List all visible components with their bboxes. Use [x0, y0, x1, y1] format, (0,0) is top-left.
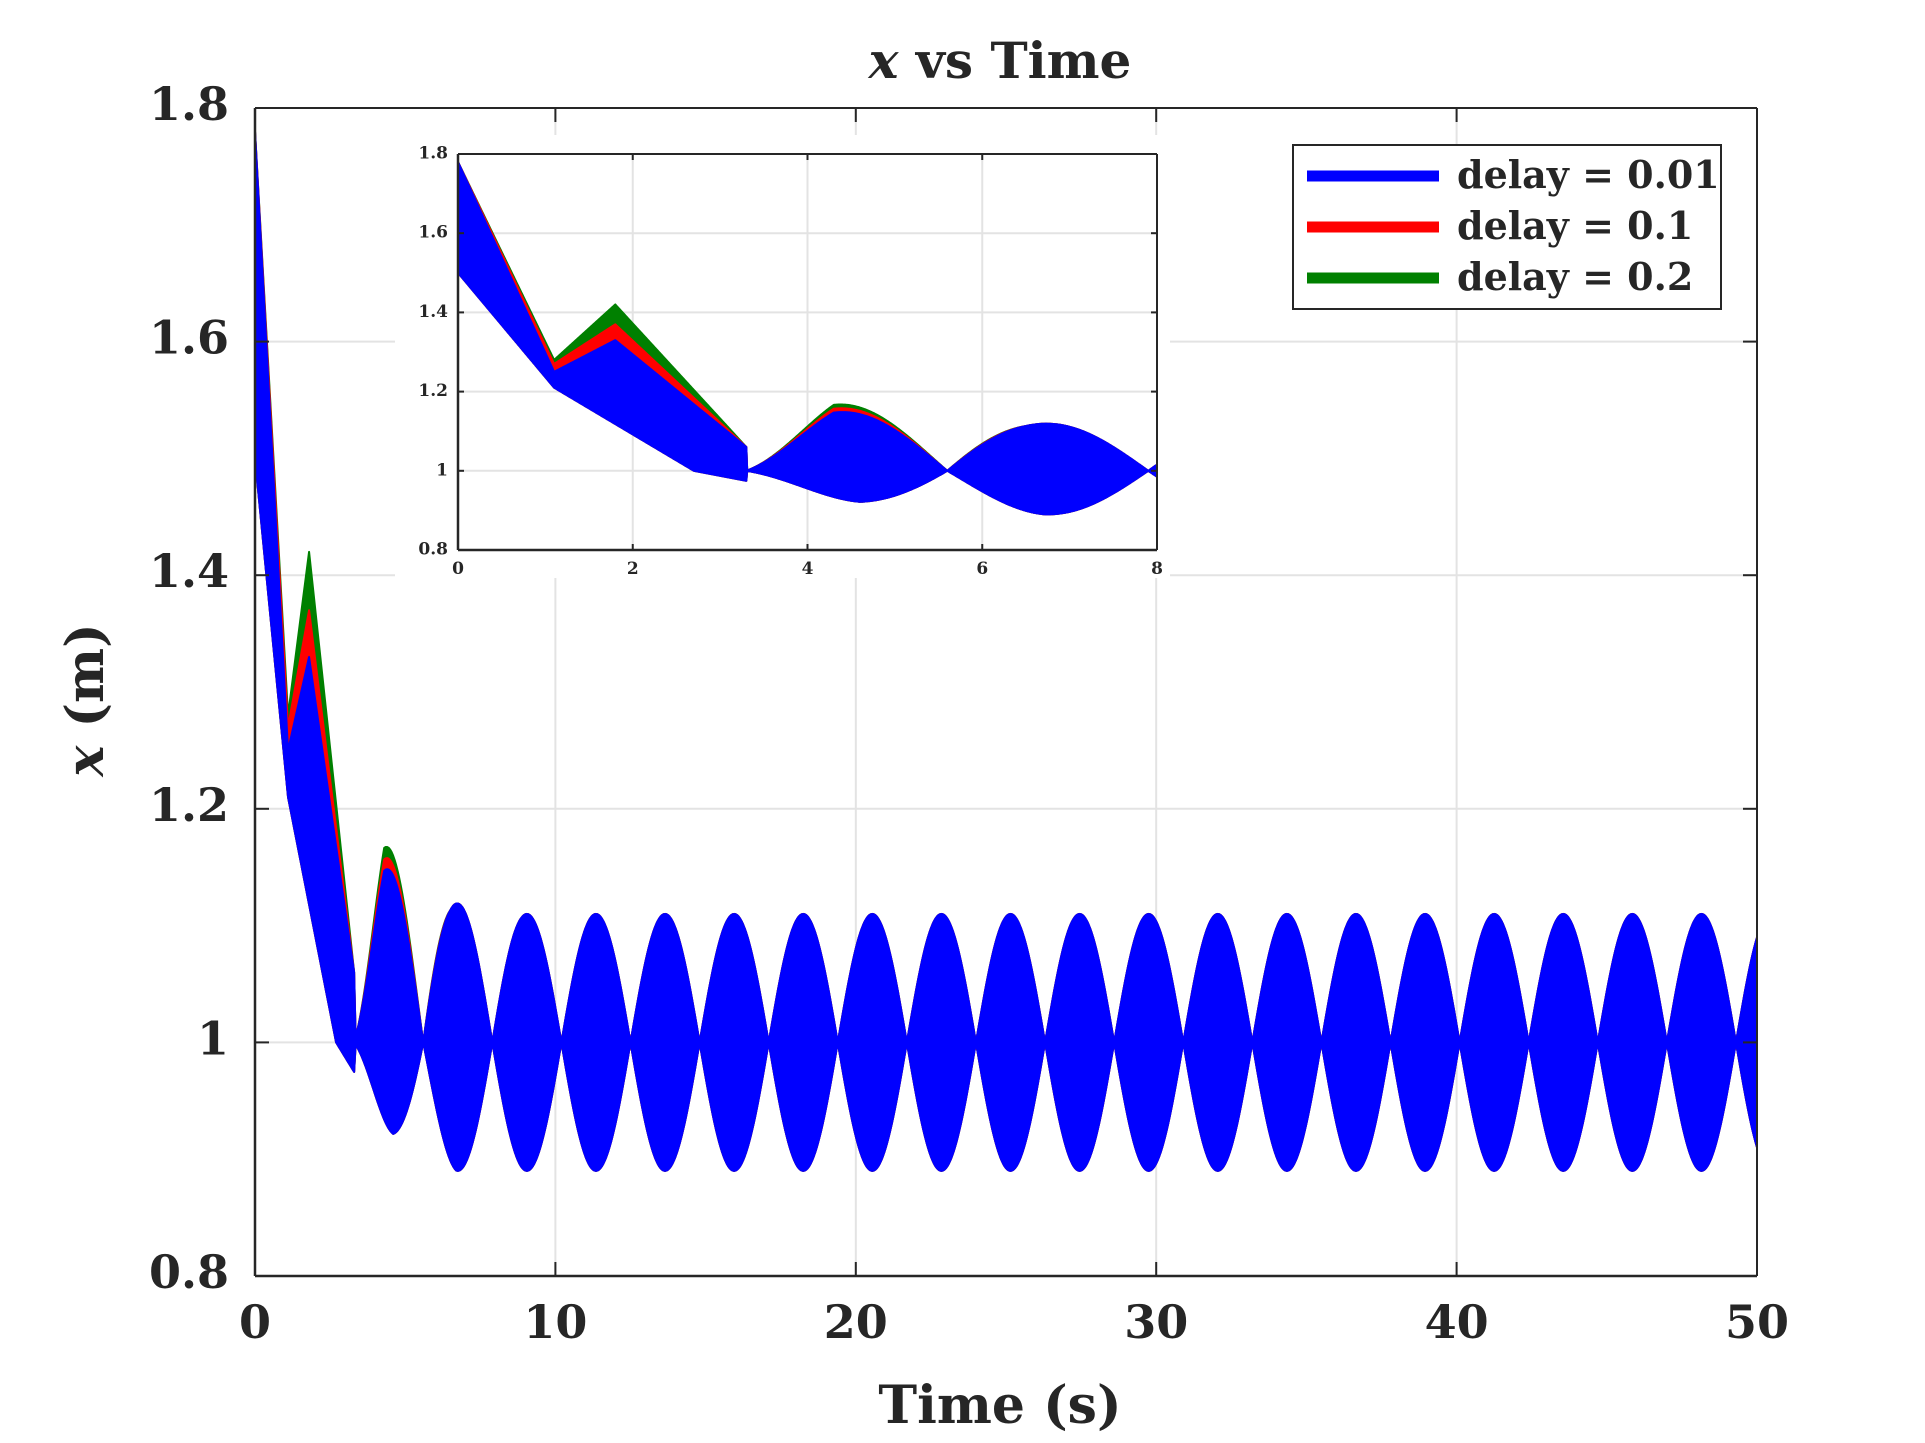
inset-series-group — [458, 160, 1157, 516]
legend-entries: delay = 0.01 delay = 0.1 delay = 0.2 — [1307, 152, 1720, 299]
y-axis-label-rest: (m) — [55, 623, 116, 745]
y-axis-label-var: x — [55, 745, 116, 778]
main-x-tick-label: 10 — [523, 1295, 587, 1349]
main-y-tick-label: 1 — [197, 1011, 229, 1065]
main-y-tick-label: 1.2 — [149, 778, 229, 832]
main-x-tick-label: 20 — [824, 1295, 888, 1349]
legend-label: delay = 0.1 — [1457, 203, 1693, 248]
inset-y-tick-label: 0.8 — [418, 540, 448, 560]
main-x-tick-label: 40 — [1425, 1295, 1489, 1349]
main-x-tick-label: 50 — [1725, 1295, 1789, 1349]
inset-series-delay-0-01 — [458, 160, 1157, 516]
inset-axes: 0 2 4 6 8 0.8 1 1.2 1.4 1.6 1.8 — [395, 135, 1170, 579]
main-x-ticks: 0 10 20 30 40 50 — [239, 108, 1789, 1349]
legend-entry: delay = 0.01 — [1307, 152, 1720, 197]
inset-y-tick-label: 1.8 — [418, 144, 448, 164]
inset-x-tick-label: 8 — [1151, 559, 1163, 579]
legend-entry: delay = 0.1 — [1307, 203, 1693, 248]
inset-y-tick-label: 1.4 — [418, 302, 448, 322]
chart-title: x vs Time — [868, 31, 1132, 90]
inset-x-tick-label: 6 — [976, 559, 988, 579]
chart-title-rest: vs Time — [898, 31, 1131, 90]
main-y-tick-label: 1.4 — [149, 544, 229, 598]
main-y-ticks: 0.8 1 1.2 1.4 1.6 1.8 — [149, 77, 1757, 1299]
y-axis-label: x (m) — [55, 623, 116, 777]
inset-x-tick-label: 2 — [627, 559, 639, 579]
main-y-tick-label: 1.6 — [149, 311, 229, 365]
main-x-tick-label: 30 — [1124, 1295, 1188, 1349]
main-series-group — [255, 130, 1757, 1172]
main-series-delay-0-01 — [255, 130, 1757, 1172]
legend-label: delay = 0.2 — [1457, 254, 1693, 299]
inset-y-tick-label: 1.6 — [418, 223, 448, 243]
chart-title-var: x — [868, 31, 900, 90]
inset-y-tick-label: 1 — [436, 460, 448, 480]
legend-entry: delay = 0.2 — [1307, 254, 1693, 299]
main-y-tick-label: 0.8 — [149, 1245, 229, 1299]
main-axes-frame — [253, 107, 1758, 1278]
inset-x-tick-label: 0 — [452, 559, 464, 579]
inset-x-tick-label: 4 — [802, 559, 814, 579]
legend-label: delay = 0.01 — [1457, 152, 1720, 197]
inset-x-ticks: 0 2 4 6 8 — [452, 154, 1163, 579]
x-axis-label: Time (s) — [878, 1375, 1121, 1436]
main-y-tick-label: 1.8 — [149, 77, 229, 131]
inset-y-ticks: 0.8 1 1.2 1.4 1.6 1.8 — [418, 144, 1157, 560]
inset-y-tick-label: 1.2 — [418, 381, 448, 401]
main-x-tick-label: 0 — [239, 1295, 271, 1349]
legend: delay = 0.01 delay = 0.1 delay = 0.2 — [1292, 144, 1722, 310]
